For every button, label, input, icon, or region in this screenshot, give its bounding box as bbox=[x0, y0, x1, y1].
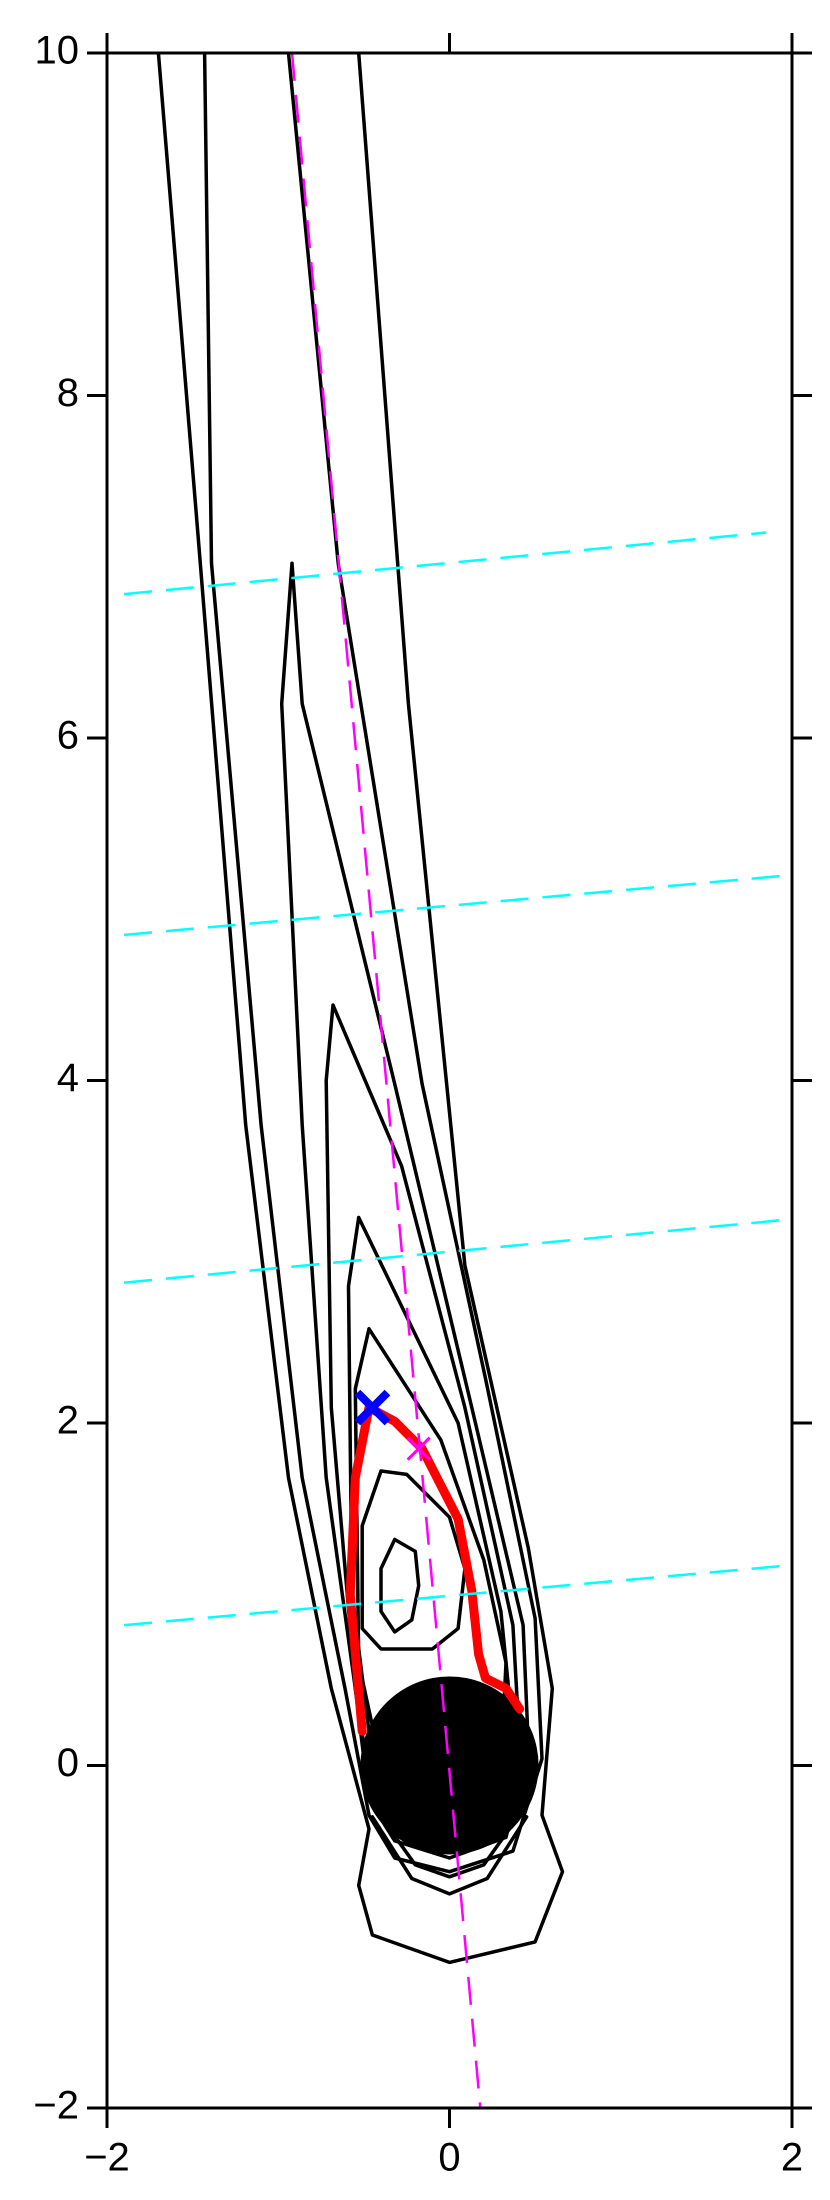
y-tick-label: 2 bbox=[57, 1399, 79, 1443]
y-tick-label: 4 bbox=[57, 1056, 79, 1100]
x-tick-label: −2 bbox=[84, 2136, 130, 2180]
contour-line bbox=[360, 1469, 467, 1651]
y-tick-label: 6 bbox=[57, 714, 79, 758]
contour-line bbox=[202, 53, 544, 1874]
dashed-line bbox=[123, 1563, 792, 1627]
contour-line bbox=[370, 1815, 529, 1896]
y-tick-label: 8 bbox=[57, 371, 79, 415]
dashed-line bbox=[123, 531, 767, 596]
dashed-line bbox=[123, 873, 792, 937]
marker bbox=[406, 1436, 431, 1461]
x-tick-label: 0 bbox=[438, 2136, 460, 2180]
body-disk bbox=[360, 1676, 539, 1855]
contour-line bbox=[279, 561, 531, 1860]
plot-area bbox=[123, 53, 792, 2108]
contour-line bbox=[156, 53, 565, 1965]
contour-line bbox=[379, 1537, 421, 1634]
y-tick-label: 0 bbox=[57, 1741, 79, 1785]
marker bbox=[354, 1389, 391, 1426]
dashed-line bbox=[123, 1217, 792, 1284]
y-tick-label: 10 bbox=[35, 29, 80, 73]
y-tick-label: −2 bbox=[33, 2084, 79, 2128]
x-tick-label: 2 bbox=[781, 2136, 803, 2180]
contour-line bbox=[345, 1403, 525, 1736]
contour-line bbox=[379, 1815, 520, 1879]
dashed-line bbox=[290, 53, 482, 2108]
